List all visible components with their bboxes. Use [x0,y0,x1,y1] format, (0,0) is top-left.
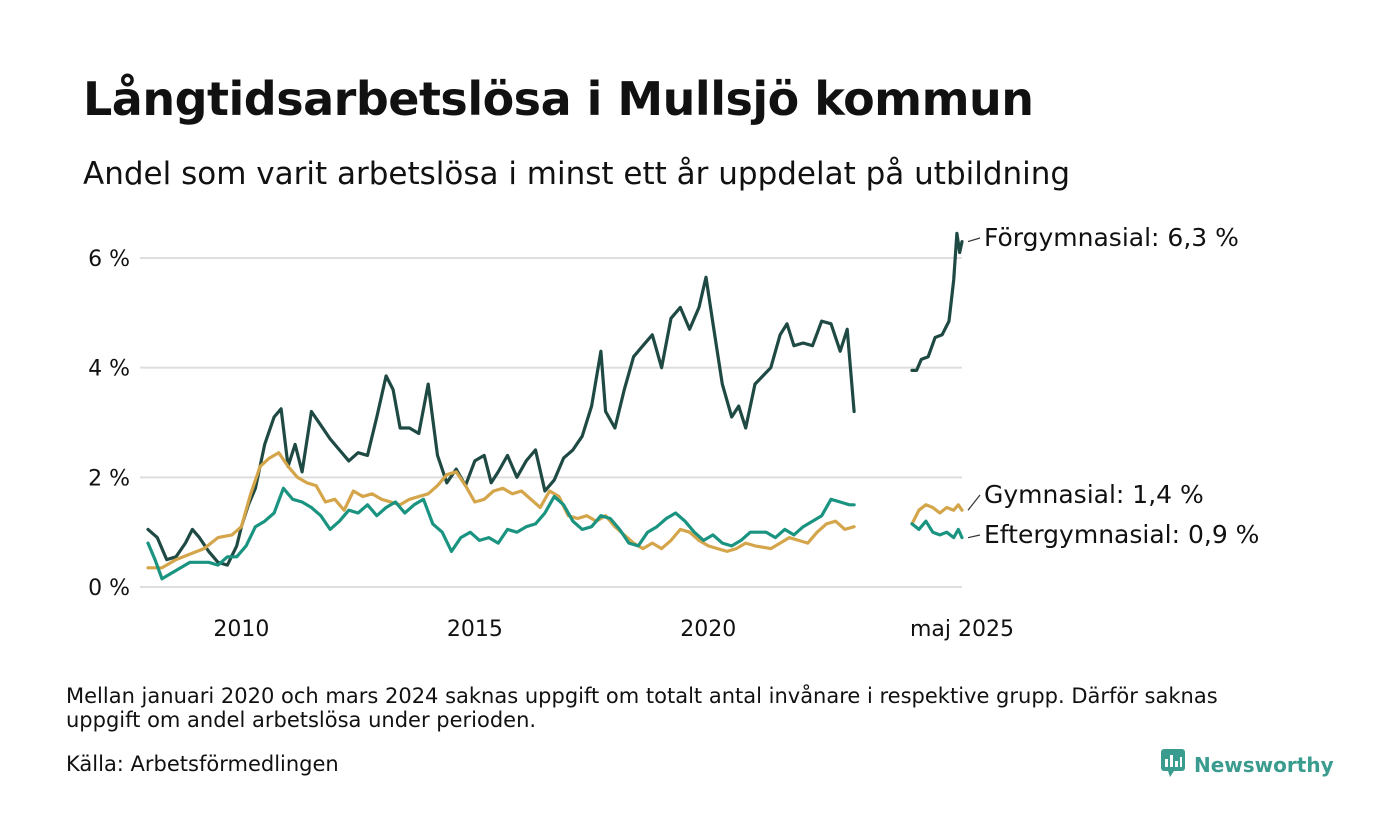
series-end-labels: Förgymnasial: 6,3 % Gymnasial: 1,4 % Efter… [967,223,1259,549]
x-tick-label: 2020 [680,617,736,642]
chart-subtitle: Andel som varit arbetslösa i minst ett å… [83,156,1071,192]
y-tick-label: 4 % [88,357,130,382]
label-connector [967,534,981,539]
chart-title: Långtidsarbetslösa i Mullsjö kommun [83,72,1034,126]
x-tick-label: maj 2025 [910,617,1014,642]
y-axis-labels: 0 % 2 % 4 % 6 % [88,247,130,601]
newsworthy-logo-icon [1160,748,1186,782]
series-end-label: Eftergymnasial: 0,9 % [984,520,1259,549]
y-tick-label: 0 % [88,576,130,601]
x-tick-label: 2015 [447,617,503,642]
x-axis-labels: 2010 2015 2020 maj 2025 [213,617,1014,642]
y-tick-label: 6 % [88,247,130,272]
line-chart: 0 % 2 % 4 % 6 % 2010 2015 2020 maj 2025 Förgym… [88,223,1259,642]
series-line-förgymnasial [910,231,964,372]
series-line-eftergymnasial [910,519,964,540]
y-tick-label: 2 % [88,466,130,491]
series-line-gymnasial [146,451,856,570]
footnote: Mellan januari 2020 och mars 2024 saknas… [66,684,1218,732]
series-line-gymnasial [910,503,964,526]
series-line-förgymnasial [146,275,856,567]
brand-name: Newsworthy [1194,753,1334,777]
series-line-eftergymnasial [146,486,856,581]
source-credit: Källa: Arbetsförmedlingen [66,752,339,776]
series-end-label: Gymnasial: 1,4 % [984,480,1204,509]
label-connector [967,494,981,511]
label-connector [967,237,981,243]
brand-logo[interactable]: Newsworthy [1160,748,1334,782]
gridlines [140,257,962,588]
series-lines [146,231,964,581]
series-end-label: Förgymnasial: 6,3 % [984,223,1239,252]
x-tick-label: 2010 [213,617,269,642]
